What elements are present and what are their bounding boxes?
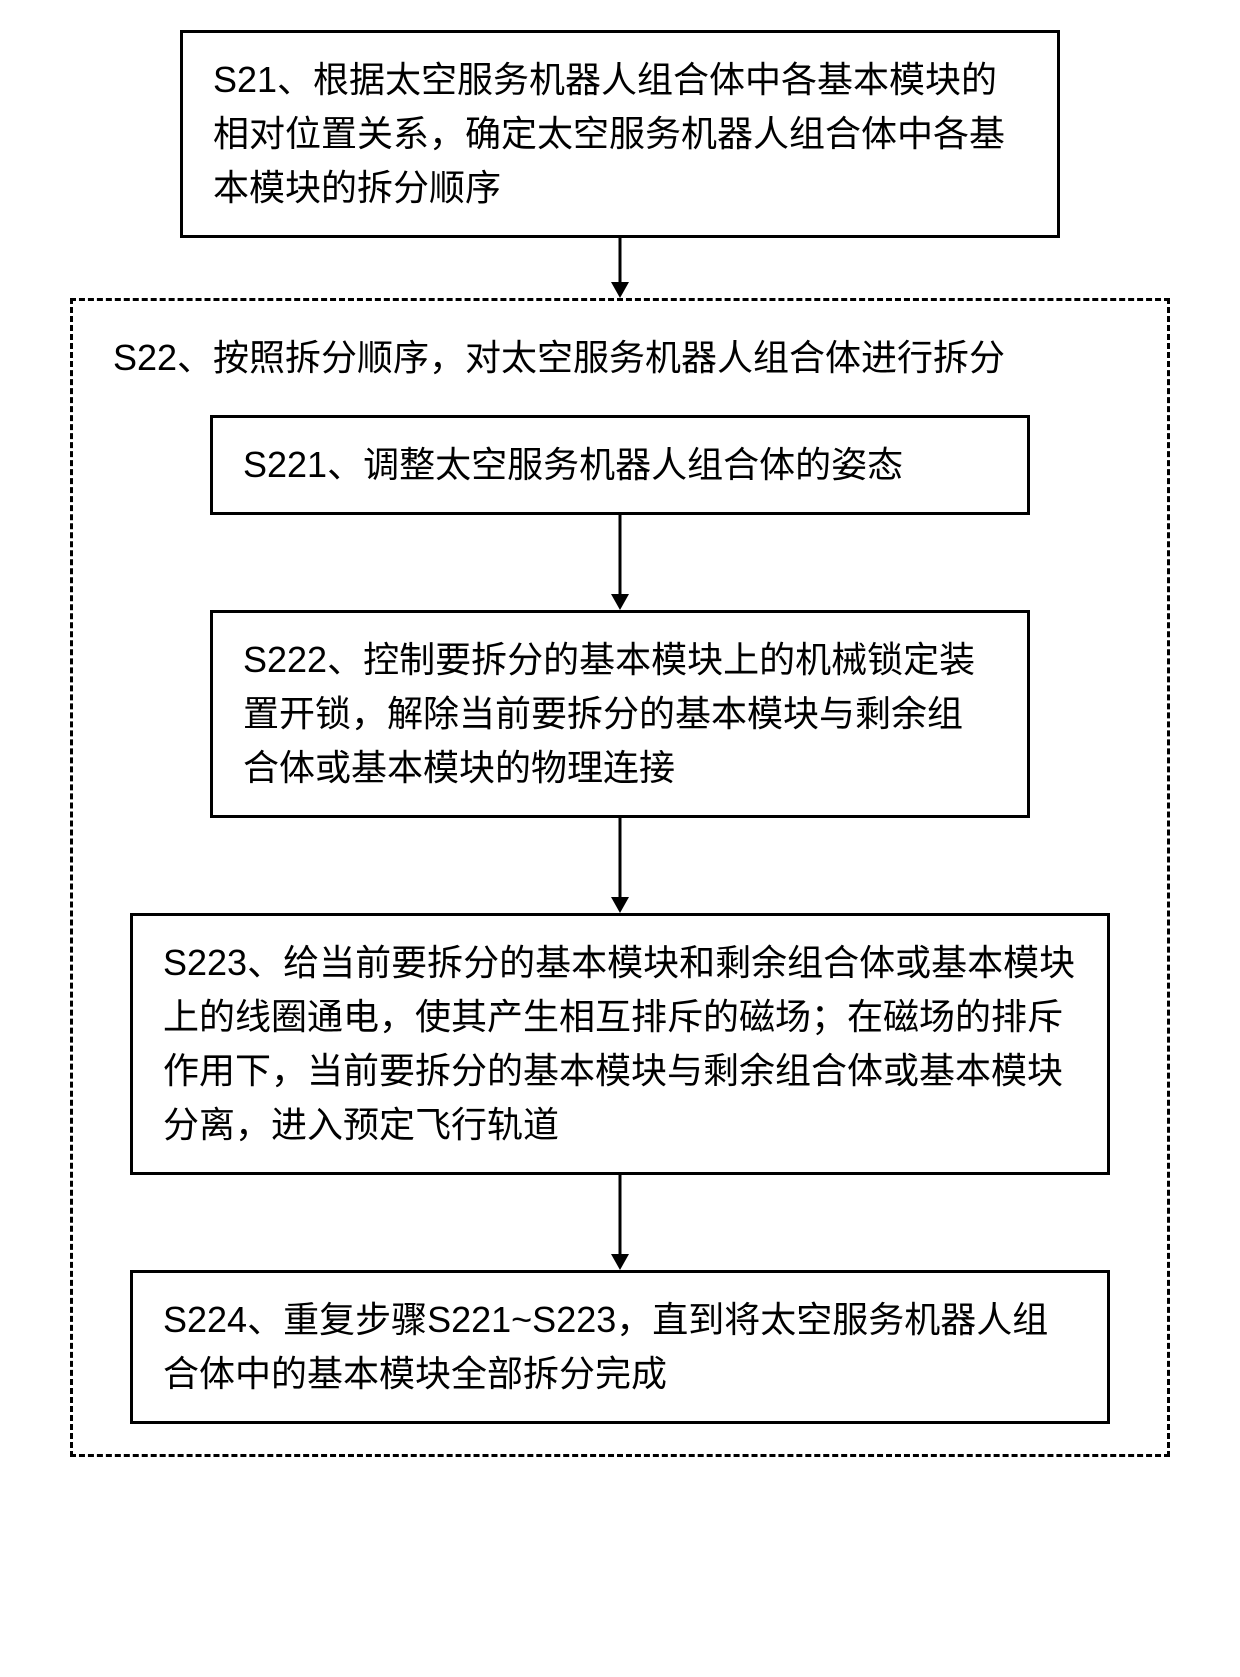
- node-s221: S221、调整太空服务机器人组合体的姿态: [210, 415, 1030, 515]
- node-s222: S222、控制要拆分的基本模块上的机械锁定装置开锁，解除当前要拆分的基本模块与剩…: [210, 610, 1030, 818]
- flowchart-diagram: S21、根据太空服务机器人组合体中各基本模块的相对位置关系，确定太空服务机器人组…: [70, 30, 1170, 1457]
- arrow-s222-to-s223: [605, 818, 635, 913]
- arrow-s21-to-s22: [605, 238, 635, 298]
- node-s224-text: S224、重复步骤S221~S223，直到将太空服务机器人组合体中的基本模块全部…: [163, 1293, 1077, 1401]
- arrow-s223-to-s224: [605, 1175, 635, 1270]
- node-s221-text: S221、调整太空服务机器人组合体的姿态: [243, 438, 997, 492]
- node-s22-container: S22、按照拆分顺序，对太空服务机器人组合体进行拆分 S221、调整太空服务机器…: [70, 298, 1170, 1457]
- node-s22-title: S22、按照拆分顺序，对太空服务机器人组合体进行拆分: [113, 331, 1127, 385]
- node-s21-text: S21、根据太空服务机器人组合体中各基本模块的相对位置关系，确定太空服务机器人组…: [213, 53, 1027, 215]
- arrow-s221-to-s222: [605, 515, 635, 610]
- node-s222-text: S222、控制要拆分的基本模块上的机械锁定装置开锁，解除当前要拆分的基本模块与剩…: [243, 633, 997, 795]
- node-s224: S224、重复步骤S221~S223，直到将太空服务机器人组合体中的基本模块全部…: [130, 1270, 1110, 1424]
- node-s223: S223、给当前要拆分的基本模块和剩余组合体或基本模块上的线圈通电，使其产生相互…: [130, 913, 1110, 1175]
- node-s21: S21、根据太空服务机器人组合体中各基本模块的相对位置关系，确定太空服务机器人组…: [180, 30, 1060, 238]
- node-s223-text: S223、给当前要拆分的基本模块和剩余组合体或基本模块上的线圈通电，使其产生相互…: [163, 936, 1077, 1152]
